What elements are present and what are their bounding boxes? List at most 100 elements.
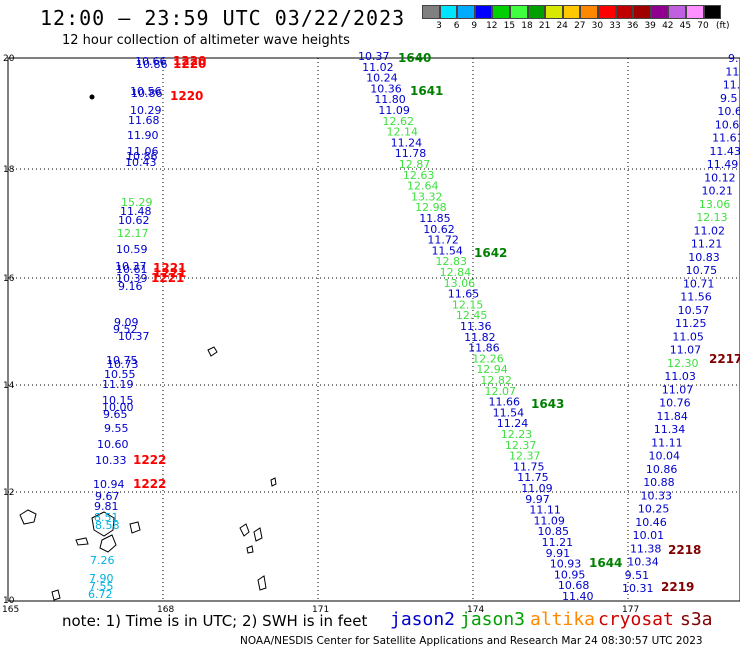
color-scale-label: 24: [556, 21, 568, 31]
pass-time-label: 1642: [474, 246, 507, 260]
wave-height-label: 11.19: [102, 378, 134, 391]
wave-height-label: 10.15: [102, 394, 134, 407]
wave-height-label: 11.05: [672, 330, 704, 343]
wave-height-label: 8.58: [95, 519, 120, 532]
wave-height-label: 11.21: [691, 238, 723, 251]
color-scale-swatch: [580, 5, 598, 19]
color-scale-swatch: [633, 5, 651, 19]
pass-time-label: 1644: [589, 556, 622, 570]
wave-height-label: 11.65: [448, 288, 480, 301]
color-scale-swatch: [703, 5, 722, 19]
color-scale-label: 45: [679, 21, 692, 31]
color-scale-label: 70: [697, 21, 709, 31]
wave-height-label: 12.83: [436, 255, 468, 268]
color-scale-label: 9: [471, 21, 478, 31]
color-scale-label: 42: [662, 21, 674, 31]
wave-height-label: 11.75: [513, 460, 545, 473]
wave-height-label: 9.65: [103, 408, 128, 421]
wave-height-label: 7.90: [89, 572, 114, 585]
island-outline: [75, 537, 89, 546]
wave-height-label: 10.60: [97, 438, 129, 451]
wave-height-label: 11.84: [656, 410, 688, 423]
pass-time-label: 1222: [133, 453, 166, 467]
wave-height-label: 11.02: [362, 61, 394, 74]
wave-height-label: 10.59: [116, 243, 148, 256]
wave-height-label: 11.86: [468, 342, 500, 355]
island-outline: [99, 534, 117, 553]
wave-height-labels: 10.6610.8610.5610.8610.2911.6811.9011.06…: [88, 50, 740, 603]
wave-height-label: 12.37: [505, 439, 537, 452]
color-scale-swatch: [686, 5, 704, 19]
wave-height-label: 11.40: [562, 590, 594, 603]
color-scale-label: 27: [574, 21, 586, 31]
wave-height-label: 12.07: [484, 385, 515, 398]
wave-height-label: 11.07: [662, 383, 694, 396]
wave-height-label: 12.87: [399, 158, 431, 171]
y-tick-label: 10: [3, 596, 15, 606]
pass-time-label: 1221: [153, 261, 186, 275]
wave-height-label: 11.: [723, 79, 740, 92]
island-outline: [270, 477, 277, 487]
x-tick-label: 177: [622, 605, 639, 615]
wave-height-label: 11.56: [680, 291, 712, 304]
x-tick-label: 165: [2, 605, 19, 615]
x-tick-label: 171: [312, 605, 329, 615]
wave-height-label: 11.07: [670, 344, 702, 357]
pass-time-label: 2218: [668, 543, 701, 557]
wave-height-label: 13.06: [444, 277, 476, 290]
pass-time-label: 2217: [709, 352, 740, 366]
wave-height-label: 9.51: [625, 569, 650, 582]
wave-height-label: 10.86: [131, 87, 163, 100]
map-title: 12:00 – 23:59 UTC 03/22/2023: [40, 6, 406, 30]
color-scale-label: 30: [591, 21, 604, 31]
wave-height-label: 11.03: [664, 370, 696, 383]
color-scale-label: 39: [644, 21, 656, 31]
color-scale-swatch: [474, 5, 493, 19]
x-tick-label: 174: [467, 605, 484, 615]
satellite-name: cryosat: [598, 609, 674, 630]
wave-height-label: 10.37: [118, 330, 150, 343]
wave-height-label: 10.36: [370, 82, 402, 95]
pass-time-label: 1640: [398, 51, 431, 65]
wave-height-label: 10.24: [366, 72, 398, 85]
color-scale-label: 6: [453, 21, 460, 31]
wave-height-label: 11.11: [651, 436, 683, 449]
wave-height-label: 11.38: [630, 542, 662, 555]
color-scale-swatch: [598, 5, 616, 19]
pass-time-label: 1222: [133, 477, 166, 491]
map-tick-labels: 165 168 171 174 177 20 18 16 14 12 10: [2, 54, 639, 615]
wave-height-label: 10.55: [104, 368, 136, 381]
wave-height-label: 11.54: [431, 244, 463, 257]
wave-height-label: 12.15: [452, 298, 484, 311]
wave-height-label: 10.6: [715, 118, 740, 131]
wave-height-label: 10.33: [641, 489, 673, 502]
color-scale-swatch: [527, 5, 546, 19]
wave-height-label: 12.30: [667, 357, 699, 370]
wave-height-label: 12.13: [696, 211, 728, 224]
wave-height-label: 11.11: [529, 504, 561, 517]
wave-height-label: 8.51: [94, 511, 119, 524]
wave-height-label: 10.37: [358, 50, 390, 63]
wave-height-label: 12.98: [415, 201, 447, 214]
wave-height-label: 11.09: [521, 482, 553, 495]
island-outline: [91, 511, 115, 537]
wave-height-label: 10.39: [116, 272, 148, 285]
wave-height-label: 10.88: [643, 476, 675, 489]
wave-height-label: 10.12: [704, 171, 736, 184]
wave-height-label: 11.06: [127, 145, 159, 158]
color-scale-swatch: [492, 5, 510, 19]
y-tick-label: 16: [3, 274, 15, 284]
satellite-name: jason3: [460, 609, 526, 630]
wave-height-label: 12.82: [480, 374, 512, 387]
color-scale-swatch: [422, 5, 440, 19]
pass-time-label: 1221: [153, 266, 186, 280]
wave-height-label: 10.00: [102, 401, 134, 414]
island-dot: [89, 94, 95, 100]
wave-height-label: 11.78: [395, 147, 427, 160]
wave-height-label: 11.24: [391, 136, 423, 149]
wave-height-label: 9.55: [104, 422, 129, 435]
color-scale-label: 21: [538, 21, 551, 31]
wave-height-label: 11.02: [694, 224, 726, 237]
wave-height-label: 11.49: [707, 158, 739, 171]
wave-height-label: 11.: [725, 65, 740, 78]
